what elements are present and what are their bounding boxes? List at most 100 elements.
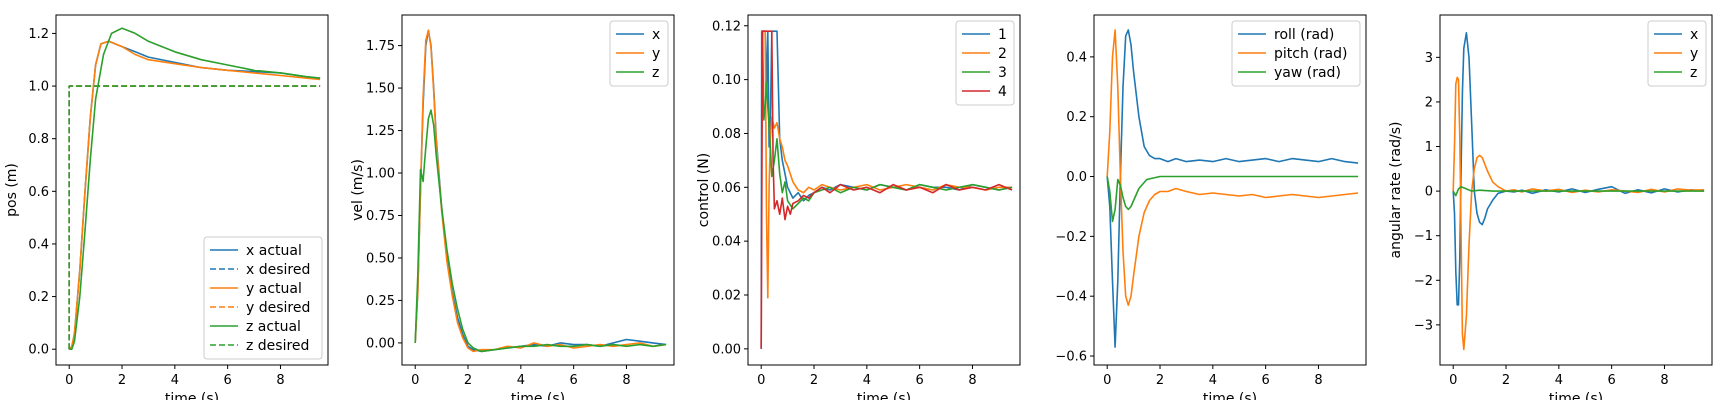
x-tick-label: 2 — [1156, 373, 1164, 388]
y-tick-label: 0.4 — [28, 237, 49, 252]
y-tick-label: 1.50 — [366, 82, 395, 97]
legend: roll (rad) pitch (rad) yaw (rad) — [1231, 20, 1361, 87]
y-tick-label: 0.02 — [712, 289, 741, 304]
x-tick-label: 6 — [1608, 373, 1616, 388]
y-axis-label: vel (m/s) — [350, 159, 366, 221]
y-tick-label: 1.00 — [366, 167, 395, 182]
x-tick-label: 8 — [622, 373, 630, 388]
y-tick-label: 0.06 — [712, 181, 741, 196]
y-axis-label: angular rate (rad/s) — [1388, 122, 1404, 259]
x-tick-label: 4 — [1209, 373, 1217, 388]
y-tick-label: 0.2 — [28, 290, 49, 305]
legend-box — [203, 236, 323, 360]
chart-5: 0 2 4 6 8 −3 −2 −1 0 1 2 3 time (s) angular rate (rad… — [1388, 14, 1713, 400]
y-tick-label: 1.25 — [366, 124, 395, 139]
legend-label: z actual — [246, 319, 301, 335]
chart-4: 0 2 4 6 8 −0.6 −0.4 −0.2 0.0 0.2 0.4 time (s) roll (… — [1055, 14, 1367, 400]
x-axis-label: time (s) — [511, 391, 565, 400]
x-tick-label: 4 — [863, 373, 871, 388]
legend-label: x — [1690, 27, 1698, 43]
x-tick-label: 4 — [517, 373, 525, 388]
legend-label: y — [1690, 46, 1698, 62]
legend-label: y — [652, 46, 660, 62]
x-tick-label: 0 — [1103, 373, 1111, 388]
y-tick-label: 0.10 — [712, 73, 741, 88]
legend-label: pitch (rad) — [1274, 46, 1347, 62]
axes-frame — [401, 14, 675, 366]
x-tick-label: 6 — [224, 373, 232, 388]
y-tick-label: 1.75 — [366, 39, 395, 54]
y-tick-label: 0.08 — [712, 127, 741, 142]
y-tick-label: 1.2 — [28, 27, 49, 42]
y-tick-label: 0.75 — [366, 209, 395, 224]
x-tick-label: 8 — [1314, 373, 1322, 388]
series-line-roll-rad- — [1106, 29, 1359, 348]
legend-label: 1 — [998, 27, 1007, 43]
legend-label: yaw (rad) — [1274, 65, 1341, 81]
y-tick-label: 1 — [1425, 140, 1433, 155]
x-tick-label: 6 — [916, 373, 924, 388]
series-line-y — [414, 29, 667, 353]
x-tick-label: 4 — [1555, 373, 1563, 388]
legend: xyz — [609, 20, 669, 87]
series-line-2 — [761, 30, 1013, 299]
y-tick-label: 0.00 — [712, 342, 741, 357]
x-tick-label: 0 — [1449, 373, 1457, 388]
chart-1: 0 2 4 6 8 0.0 0.2 0.4 0.6 0.8 1.0 1.2 time (s) pos (m… — [4, 14, 329, 400]
legend-label: z — [652, 65, 659, 81]
x-tick-label: 0 — [757, 373, 765, 388]
legend-label: z — [1690, 65, 1697, 81]
legend-label: x actual — [246, 243, 302, 259]
series-line-z — [414, 109, 667, 353]
axes-frame — [55, 14, 329, 366]
legend: xyz — [1647, 20, 1707, 87]
series-line-3 — [761, 30, 1013, 210]
x-tick-label: 2 — [464, 373, 472, 388]
series-line-z-actual — [69, 27, 321, 351]
y-tick-label: 0.50 — [366, 251, 395, 266]
legend-label: 4 — [998, 84, 1007, 100]
axes-frame — [1093, 14, 1367, 366]
y-tick-label: −0.4 — [1055, 290, 1087, 305]
x-axis-label: time (s) — [1203, 391, 1257, 400]
y-tick-label: 0.4 — [1066, 50, 1087, 65]
x-tick-label: 4 — [171, 373, 179, 388]
legend-label: 2 — [998, 46, 1007, 62]
legend-label: 3 — [998, 65, 1007, 81]
y-tick-label: −3 — [1414, 318, 1433, 333]
x-tick-label: 0 — [65, 373, 73, 388]
series-line-yaw-rad- — [1106, 175, 1359, 223]
legend-box — [955, 20, 1015, 106]
y-tick-label: 0.00 — [366, 336, 395, 351]
series-line-4 — [760, 30, 1013, 349]
y-tick-label: −2 — [1414, 274, 1433, 289]
y-tick-label: 1.0 — [28, 80, 49, 95]
x-axis-label: time (s) — [1549, 391, 1603, 400]
x-axis-label: time (s) — [165, 391, 219, 400]
x-tick-label: 8 — [276, 373, 284, 388]
axes-frame — [1439, 14, 1713, 366]
y-tick-label: 0.6 — [28, 185, 49, 200]
series-line-z-desired — [68, 85, 321, 350]
legend: 1 2 3 4 — [955, 20, 1015, 106]
y-tick-label: 0.2 — [1066, 110, 1087, 125]
chart-2: 0 2 4 6 8 0.00 0.25 0.50 0.75 1.00 1.25 1.50 1.75 tim… — [350, 14, 675, 400]
y-tick-label: 2 — [1425, 95, 1433, 110]
y-tick-label: −0.2 — [1055, 230, 1087, 245]
y-tick-label: 0.04 — [712, 235, 741, 250]
y-tick-label: 0.25 — [366, 294, 395, 309]
legend-box — [1231, 20, 1361, 87]
x-tick-label: 2 — [118, 373, 126, 388]
legend-label: z desired — [246, 338, 309, 354]
x-tick-label: 0 — [411, 373, 419, 388]
y-tick-label: −1 — [1414, 229, 1433, 244]
legend-label: y actual — [246, 281, 302, 297]
legend-label: x — [652, 27, 660, 43]
x-tick-label: 2 — [1502, 373, 1510, 388]
series-line-x — [1452, 31, 1705, 306]
y-tick-label: 0.0 — [1066, 170, 1087, 185]
y-tick-label: 0.12 — [712, 19, 741, 34]
legend-label: y desired — [246, 300, 310, 316]
x-tick-label: 2 — [810, 373, 818, 388]
